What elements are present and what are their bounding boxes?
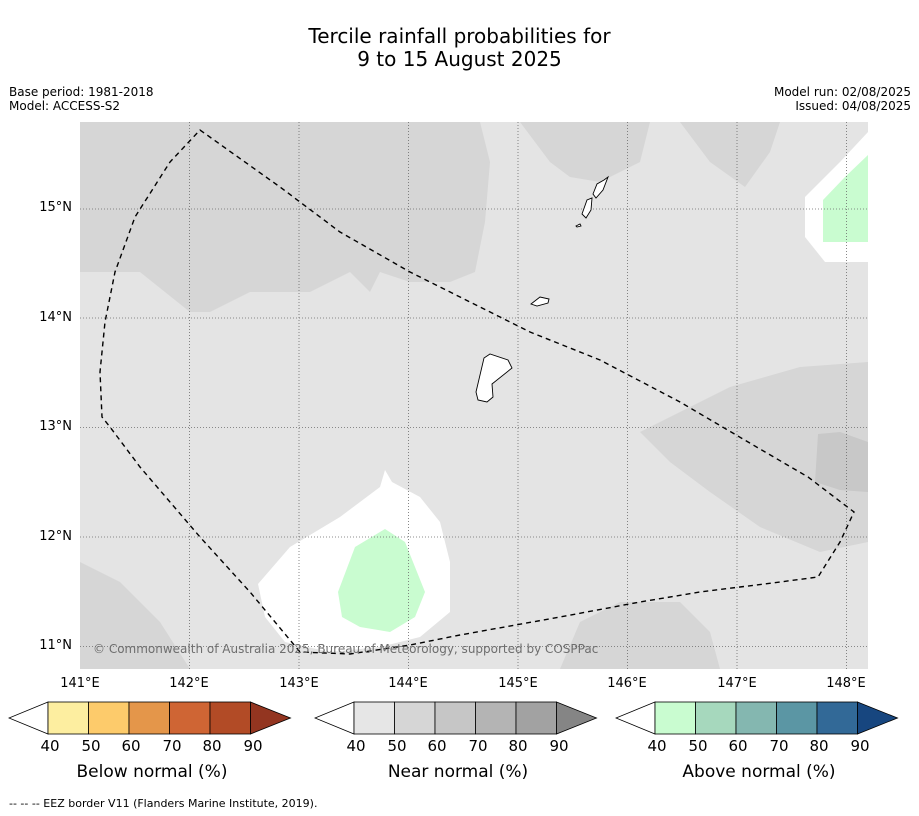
lon-label-148e: 148°E <box>826 676 866 691</box>
legend-title-near: Near normal (%) <box>387 762 529 782</box>
tick-near-70: 70 <box>468 737 488 755</box>
copyright-text: © Commonwealth of Australia 2025, Bureau… <box>93 642 599 656</box>
tick-above-90: 90 <box>850 737 870 755</box>
map-plot <box>80 122 868 669</box>
lon-label-141e: 141°E <box>60 676 100 691</box>
lon-label-142e: 142°E <box>169 676 209 691</box>
meta-left: Base period: 1981-2018 Model: ACCESS-S2 <box>9 85 154 113</box>
tick-near-50: 50 <box>387 737 407 755</box>
above-normal-south <box>338 529 425 632</box>
colorbar-segment <box>434 701 476 735</box>
meta-right: Model run: 02/08/2025 Issued: 04/08/2025 <box>774 85 911 113</box>
lat-label-12n: 12°N <box>39 529 72 544</box>
island-tinian <box>581 197 593 219</box>
tick-below-50: 50 <box>81 737 101 755</box>
colorbar-max-arrow <box>556 701 598 735</box>
tick-above-40: 40 <box>647 737 667 755</box>
shade-north-center <box>520 122 650 182</box>
island-rota <box>530 296 550 307</box>
lon-label-147e: 147°E <box>717 676 757 691</box>
colorbar-segment <box>353 701 395 735</box>
tick-near-80: 80 <box>508 737 528 755</box>
colorbar-segment <box>475 701 517 735</box>
lon-label-143e: 143°E <box>279 676 319 691</box>
tick-below-40: 40 <box>40 737 60 755</box>
map-title-line1: Tercile rainfall probabilities for <box>308 24 611 48</box>
colorbar-segment <box>695 701 737 735</box>
lon-label-146e: 146°E <box>607 676 647 691</box>
island-aguijan <box>575 223 582 228</box>
lon-label-145e: 145°E <box>498 676 538 691</box>
shade-southwest <box>80 562 190 669</box>
above-normal-northeast <box>823 155 868 242</box>
tick-below-60: 60 <box>121 737 141 755</box>
lon-label-144e: 144°E <box>388 676 428 691</box>
lat-label-15n: 15°N <box>39 200 72 215</box>
tick-below-70: 70 <box>162 737 182 755</box>
colorbar-segment <box>394 701 436 735</box>
shade-northeast <box>680 122 780 187</box>
model-run: Model run: 02/08/2025 <box>773 85 911 99</box>
tick-below-90: 90 <box>243 737 263 755</box>
colorbar-below-normal <box>8 701 292 735</box>
colorbar-segment <box>47 701 89 735</box>
lat-label-11n: 11°N <box>39 638 72 653</box>
islands <box>475 175 609 403</box>
tick-below-80: 80 <box>202 737 222 755</box>
colorbar-segment <box>209 701 251 735</box>
colorbar-segment <box>515 701 557 735</box>
colorbar-above-normal <box>615 701 899 735</box>
tick-above-50: 50 <box>688 737 708 755</box>
colorbar-segment <box>776 701 818 735</box>
colorbar-segment <box>735 701 777 735</box>
tick-near-40: 40 <box>346 737 366 755</box>
colorbar-max-arrow <box>857 701 899 735</box>
shade-northwest <box>80 122 490 312</box>
shade-south <box>560 602 720 669</box>
model-name: Model: ACCESS-S2 <box>9 99 121 113</box>
shade-east <box>640 362 868 552</box>
gridlines <box>80 122 868 669</box>
island-saipan <box>592 175 609 199</box>
legend-title-below: Below normal (%) <box>76 762 228 782</box>
colorbar-segment <box>654 701 696 735</box>
eez-border <box>99 129 855 655</box>
legend-title-above: Above normal (%) <box>682 762 836 782</box>
colorbar-min-arrow <box>615 701 656 735</box>
tick-near-60: 60 <box>427 737 447 755</box>
colorbar-max-arrow <box>250 701 292 735</box>
colorbar-segment <box>169 701 211 735</box>
colorbar-segment <box>816 701 858 735</box>
issued-date: Issued: 04/08/2025 <box>795 99 911 113</box>
colorbar-min-arrow <box>314 701 355 735</box>
tick-near-90: 90 <box>549 737 569 755</box>
colorbar-segment <box>128 701 170 735</box>
lat-label-14n: 14°N <box>39 310 72 325</box>
colorbar-min-arrow <box>8 701 49 735</box>
island-guam <box>475 353 513 403</box>
tick-above-80: 80 <box>809 737 829 755</box>
shade-east-darker <box>815 432 868 492</box>
map-title-line2: 9 to 15 August 2025 <box>357 47 562 71</box>
base-period: Base period: 1981-2018 <box>9 85 154 99</box>
lat-label-13n: 13°N <box>39 419 72 434</box>
eez-footer-note: -- -- -- EEZ border V11 (Flanders Marine… <box>9 797 318 810</box>
tick-above-60: 60 <box>728 737 748 755</box>
colorbar-segment <box>88 701 130 735</box>
tick-above-70: 70 <box>769 737 789 755</box>
colorbar-near-normal <box>314 701 598 735</box>
